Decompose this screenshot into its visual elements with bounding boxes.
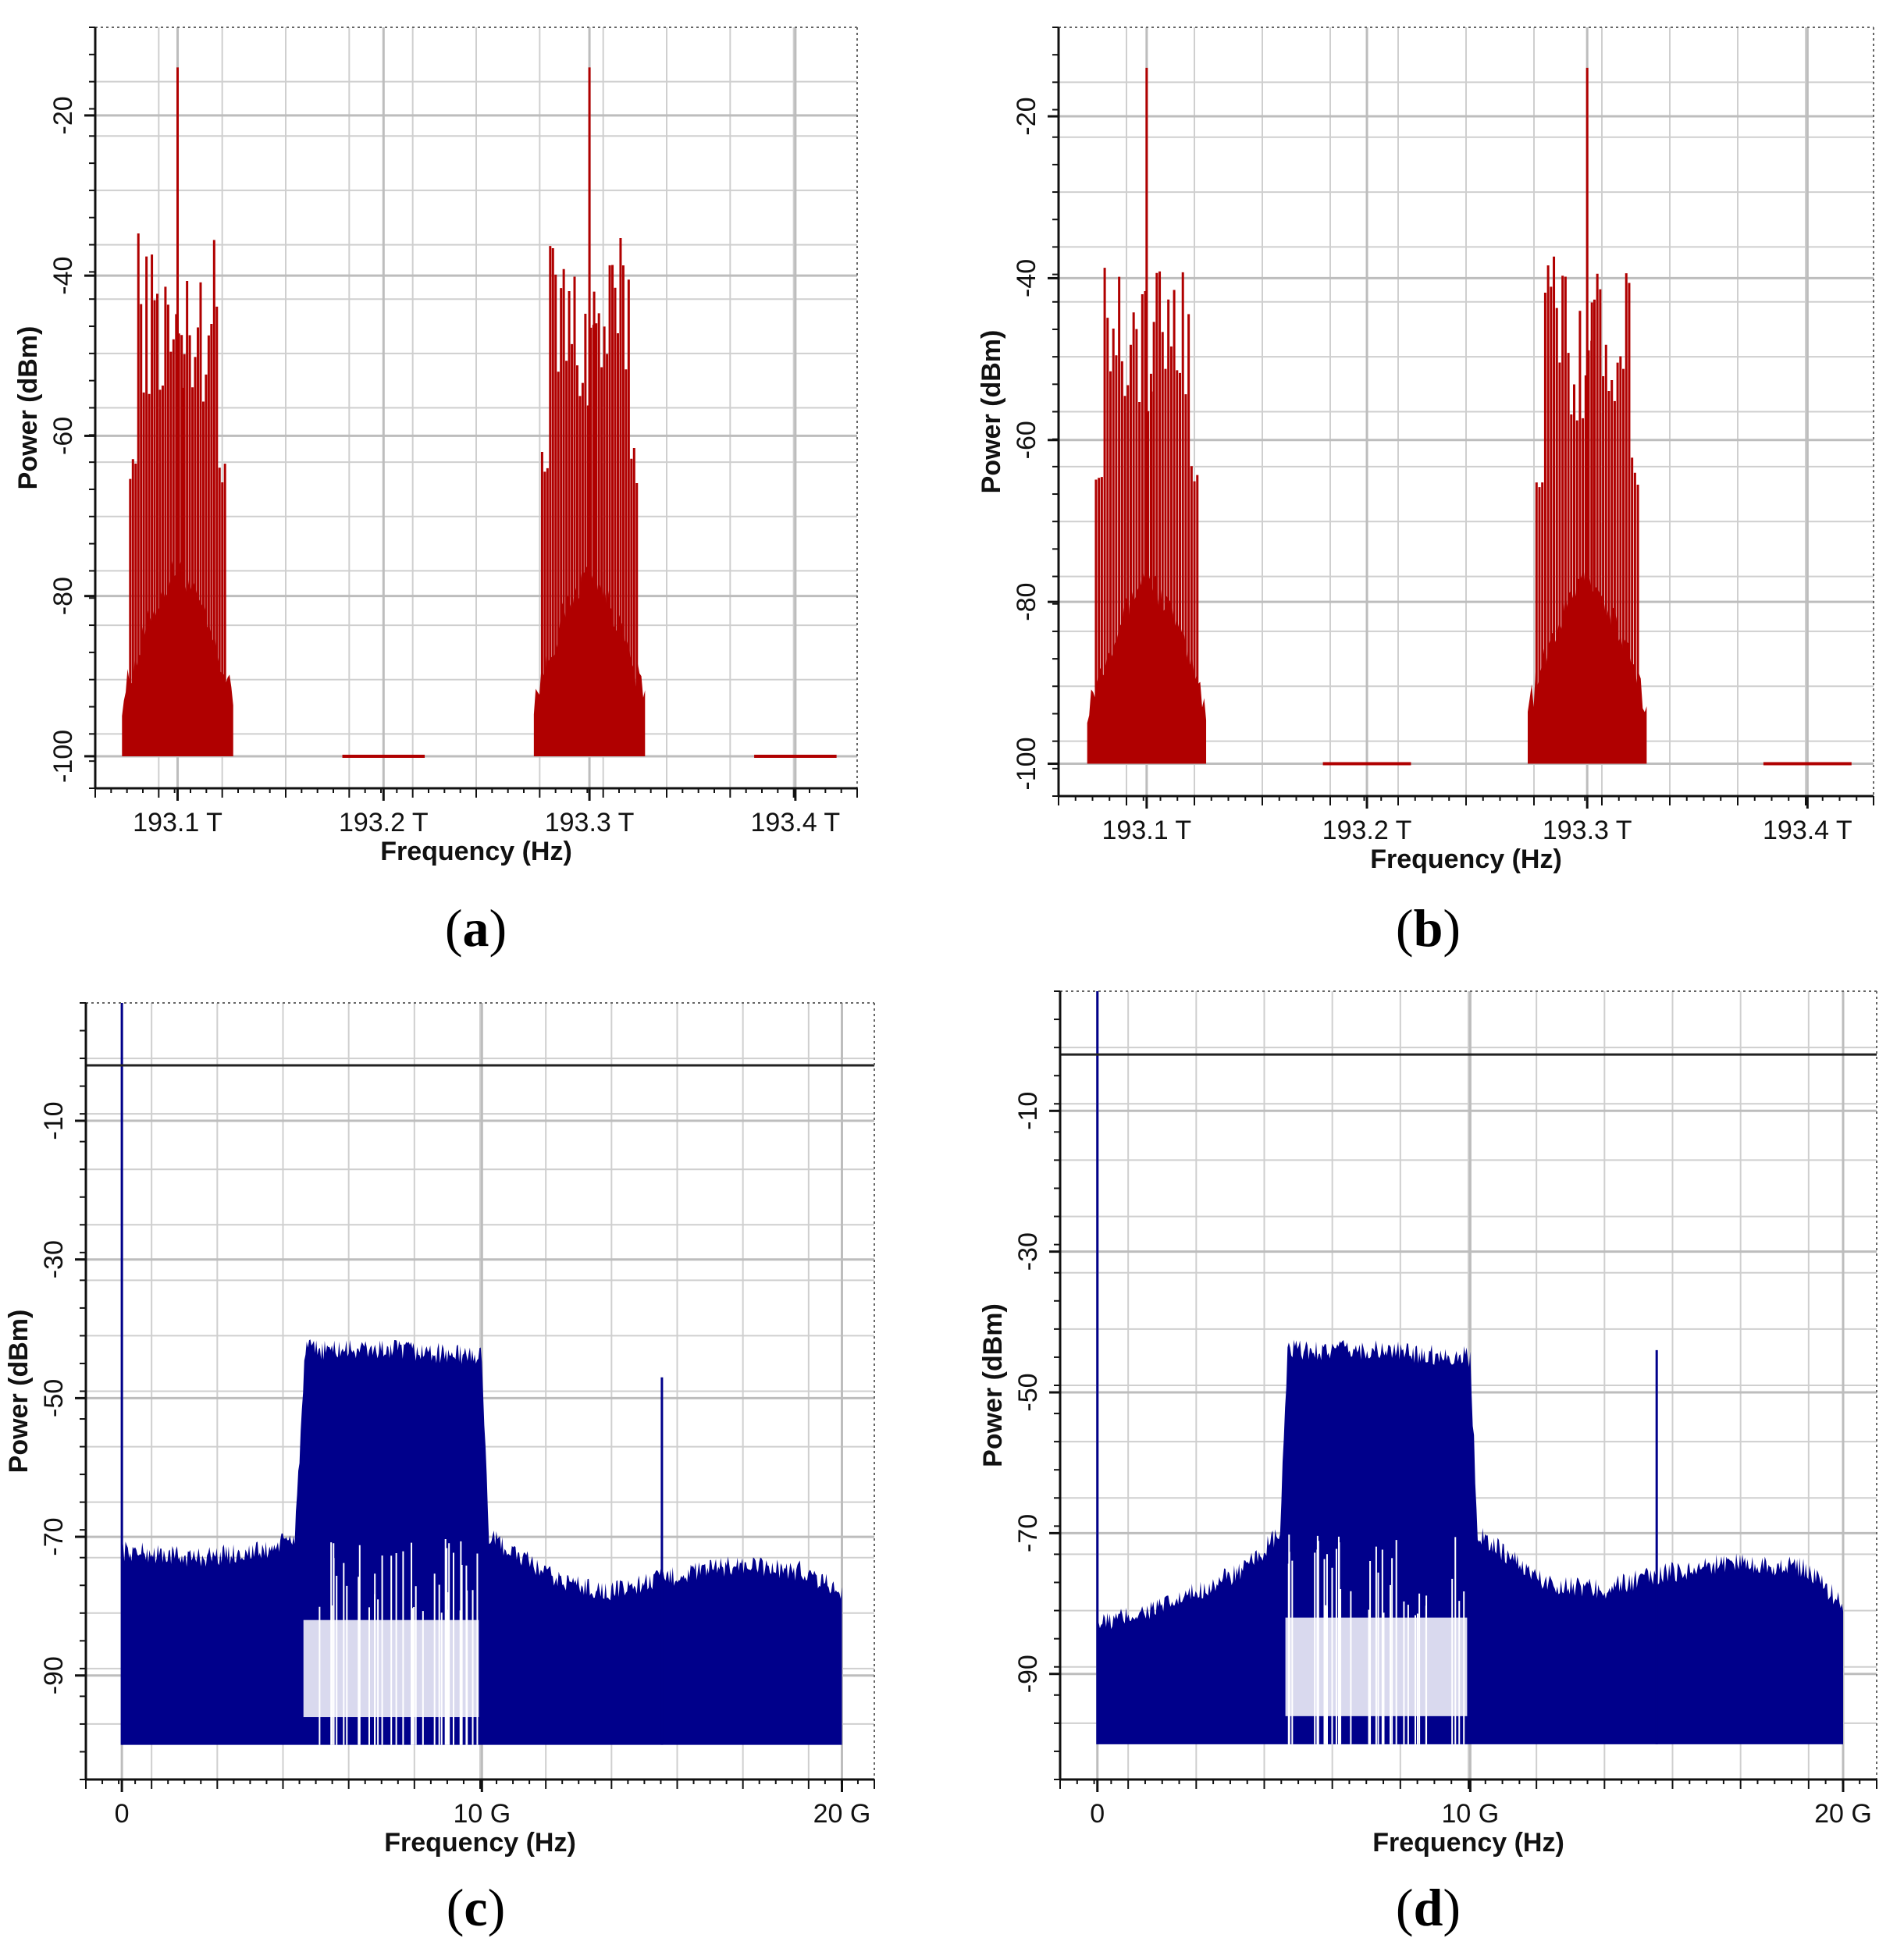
x-tick-label: 0 (115, 1799, 130, 1829)
panel-b: 193.1 T 193.2 T 193.3 T 193.4 T -20 -40 -60 -80… (952, 0, 1904, 980)
spectrum-chart-b: 193.1 T 193.2 T 193.3 T 193.4 T -20 -40 -60 -80… (977, 27, 1874, 874)
series (1060, 991, 1877, 1744)
panel-c: 0 10 G 20 G -10 -30 -50 -70 -90 Frequency (Hz) Po… (0, 980, 952, 1959)
x-tick-label: 20 G (813, 1799, 871, 1829)
axes: 0 10 G 20 G -10 -30 -50 -70 -90 Frequency (Hz) Po… (978, 990, 1877, 1858)
spectrum-chart-c: 0 10 G 20 G -10 -30 -50 -70 -90 Frequency (Hz) Po… (4, 1002, 875, 1858)
spectrum-chart-d: 0 10 G 20 G -10 -30 -50 -70 -90 Frequency (Hz) Po… (978, 990, 1877, 1858)
y-axis-title: Power (dBm) (13, 326, 43, 490)
y-tick-label: -40 (1012, 259, 1041, 297)
y-tick-label: -40 (48, 257, 78, 295)
y-tick-label: -10 (39, 1101, 69, 1139)
x-tick-label: 193.1 T (133, 808, 222, 837)
series (86, 1003, 874, 1745)
caption-b: (b) (1395, 898, 1461, 958)
y-tick-label: -100 (1012, 737, 1041, 790)
y-tick-label: -90 (39, 1656, 69, 1694)
panel-d: 0 10 G 20 G -10 -30 -50 -70 -90 Frequency (Hz) Po… (952, 980, 1904, 1959)
y-tick-label: -10 (1013, 1092, 1043, 1130)
y-tick-label: -50 (1013, 1373, 1043, 1411)
y-tick-label: -70 (1013, 1514, 1043, 1552)
y-tick-label: -100 (48, 730, 78, 783)
x-tick-label: 10 G (453, 1799, 511, 1829)
y-tick-label: -60 (1012, 421, 1041, 459)
x-tick-label: 193.1 T (1102, 816, 1192, 845)
band-gap (1285, 1617, 1468, 1716)
y-tick-label: -60 (48, 417, 78, 455)
y-tick-label: -70 (39, 1517, 69, 1555)
band-gap (303, 1619, 479, 1718)
y-axis-title: Power (dBm) (977, 330, 1006, 494)
spectrum-chart-a: 193.1 T 193.2 T 193.3 T 193.4 T -20 -40 -60 -80… (13, 27, 858, 866)
y-tick-label: -90 (1013, 1655, 1043, 1693)
grid (95, 27, 857, 788)
axes: 0 10 G 20 G -10 -30 -50 -70 -90 Frequency (Hz) Po… (4, 1002, 875, 1858)
y-tick-label: -20 (1012, 97, 1041, 135)
axes: 193.1 T 193.2 T 193.3 T 193.4 T -20 -40 -60 -80… (13, 27, 858, 866)
y-tick-label: -80 (48, 577, 78, 615)
x-tick-label: 20 G (1814, 1799, 1872, 1829)
x-axis-title: Frequency (Hz) (1372, 1828, 1564, 1858)
caption-c: (c) (446, 1878, 506, 1937)
x-tick-label: 193.4 T (1763, 816, 1852, 845)
x-tick-label: 193.4 T (751, 808, 841, 837)
caption-d: (d) (1395, 1878, 1461, 1937)
x-tick-label: 193.2 T (1322, 816, 1412, 845)
series (1087, 67, 1852, 766)
y-tick-label: -20 (48, 96, 78, 134)
x-axis-title: Frequency (Hz) (1370, 844, 1562, 874)
x-tick-label: 193.2 T (339, 808, 429, 837)
axes: 193.1 T 193.2 T 193.3 T 193.4 T -20 -40 -60 -80… (977, 27, 1874, 874)
x-tick-label: 193.3 T (1543, 816, 1632, 845)
x-axis-title: Frequency (Hz) (384, 1828, 576, 1858)
x-tick-label: 193.3 T (545, 808, 635, 837)
caption-a: (a) (444, 898, 507, 958)
y-tick-label: -30 (39, 1240, 69, 1278)
y-axis-title: Power (dBm) (978, 1303, 1008, 1467)
y-tick-label: -30 (1013, 1232, 1043, 1271)
x-axis-title: Frequency (Hz) (380, 837, 572, 866)
y-tick-label: -80 (1012, 583, 1041, 621)
panel-a: 193.1 T 193.2 T 193.3 T 193.4 T -20 -40 -60 -80… (0, 0, 952, 980)
x-tick-label: 0 (1090, 1799, 1105, 1829)
y-axis-title: Power (dBm) (4, 1310, 34, 1474)
x-tick-label: 10 G (1442, 1799, 1500, 1829)
y-tick-label: -50 (39, 1379, 69, 1417)
series (122, 67, 837, 758)
